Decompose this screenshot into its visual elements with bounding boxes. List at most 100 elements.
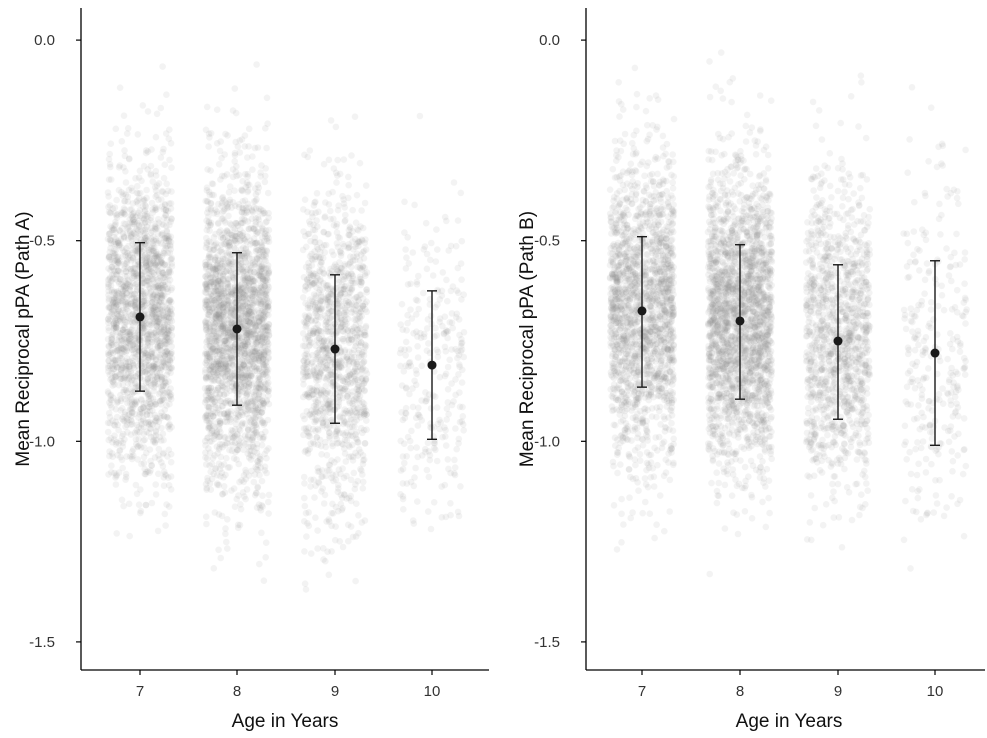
data-point bbox=[211, 401, 219, 409]
data-point bbox=[253, 402, 260, 409]
data-point bbox=[204, 389, 212, 397]
data-point bbox=[119, 345, 127, 353]
data-point bbox=[128, 346, 136, 354]
data-point bbox=[145, 334, 152, 342]
data-point bbox=[145, 270, 153, 277]
data-point bbox=[205, 188, 213, 196]
data-point bbox=[203, 197, 211, 205]
data-point bbox=[112, 324, 120, 331]
data-point bbox=[226, 387, 234, 395]
data-point bbox=[133, 189, 141, 197]
data-point bbox=[141, 465, 148, 473]
data-point bbox=[355, 446, 363, 453]
data-point bbox=[105, 351, 113, 359]
data-point bbox=[112, 357, 119, 365]
data-point bbox=[235, 460, 242, 468]
data-point bbox=[147, 420, 155, 427]
data-point bbox=[259, 492, 266, 500]
data-point bbox=[328, 509, 336, 517]
data-point bbox=[151, 259, 158, 267]
data-point bbox=[336, 234, 344, 242]
data-point bbox=[207, 486, 215, 494]
data-point bbox=[215, 311, 223, 318]
data-point bbox=[157, 104, 165, 112]
data-point bbox=[137, 507, 145, 515]
data-point bbox=[360, 478, 367, 486]
data-point bbox=[202, 297, 209, 304]
data-point bbox=[158, 347, 165, 355]
data-point bbox=[119, 230, 127, 237]
data-point bbox=[327, 272, 334, 280]
data-point bbox=[136, 206, 144, 214]
data-point bbox=[117, 355, 124, 362]
data-point bbox=[250, 478, 258, 486]
data-point bbox=[125, 330, 133, 338]
data-point bbox=[210, 348, 217, 356]
data-point bbox=[123, 421, 131, 429]
data-point bbox=[152, 491, 160, 498]
data-point bbox=[216, 147, 224, 155]
data-point bbox=[147, 265, 154, 272]
data-point bbox=[238, 187, 245, 194]
data-point bbox=[134, 131, 142, 138]
data-point bbox=[259, 248, 267, 256]
data-point bbox=[304, 230, 312, 238]
data-point bbox=[149, 298, 157, 306]
data-point bbox=[251, 268, 258, 276]
data-point bbox=[112, 481, 120, 488]
data-point bbox=[168, 215, 175, 223]
data-point bbox=[140, 320, 148, 327]
data-point bbox=[130, 362, 137, 369]
data-point bbox=[160, 174, 168, 182]
data-point bbox=[144, 391, 152, 398]
data-point bbox=[114, 290, 122, 297]
data-point bbox=[122, 268, 130, 275]
data-point bbox=[242, 401, 250, 409]
data-point bbox=[223, 538, 230, 546]
data-point bbox=[168, 254, 175, 262]
data-point bbox=[313, 190, 321, 197]
data-point bbox=[152, 356, 160, 364]
data-point bbox=[234, 268, 242, 276]
data-point bbox=[144, 108, 152, 115]
data-point bbox=[153, 182, 161, 189]
jitter-points-path-a bbox=[104, 61, 468, 593]
data-point bbox=[109, 417, 116, 425]
data-point bbox=[143, 210, 151, 218]
data-point bbox=[217, 176, 224, 183]
data-point bbox=[147, 433, 155, 441]
data-point bbox=[155, 470, 162, 478]
data-point bbox=[131, 401, 139, 409]
data-point bbox=[143, 263, 150, 271]
data-point bbox=[214, 450, 221, 457]
data-point bbox=[215, 546, 222, 554]
data-point bbox=[327, 207, 334, 215]
data-point bbox=[263, 94, 271, 102]
data-point bbox=[259, 368, 266, 376]
data-point bbox=[110, 226, 117, 233]
data-point bbox=[122, 298, 129, 306]
data-point bbox=[141, 207, 149, 214]
data-point bbox=[153, 110, 161, 118]
data-point bbox=[159, 63, 166, 70]
data-point bbox=[302, 586, 310, 593]
data-point bbox=[258, 477, 266, 485]
data-point bbox=[119, 443, 127, 450]
data-point bbox=[144, 233, 151, 240]
data-point bbox=[153, 206, 160, 213]
data-point bbox=[128, 453, 136, 461]
data-point bbox=[117, 341, 125, 349]
data-point bbox=[111, 204, 119, 211]
data-point bbox=[155, 320, 163, 328]
data-point bbox=[133, 225, 141, 233]
data-point bbox=[265, 238, 273, 245]
data-point bbox=[343, 356, 350, 363]
data-point bbox=[105, 357, 112, 365]
data-point bbox=[116, 257, 123, 265]
data-point bbox=[115, 275, 123, 283]
data-point bbox=[166, 425, 173, 433]
data-point bbox=[118, 138, 126, 145]
data-point bbox=[144, 252, 152, 259]
data-point bbox=[218, 317, 226, 325]
data-point bbox=[145, 365, 152, 372]
